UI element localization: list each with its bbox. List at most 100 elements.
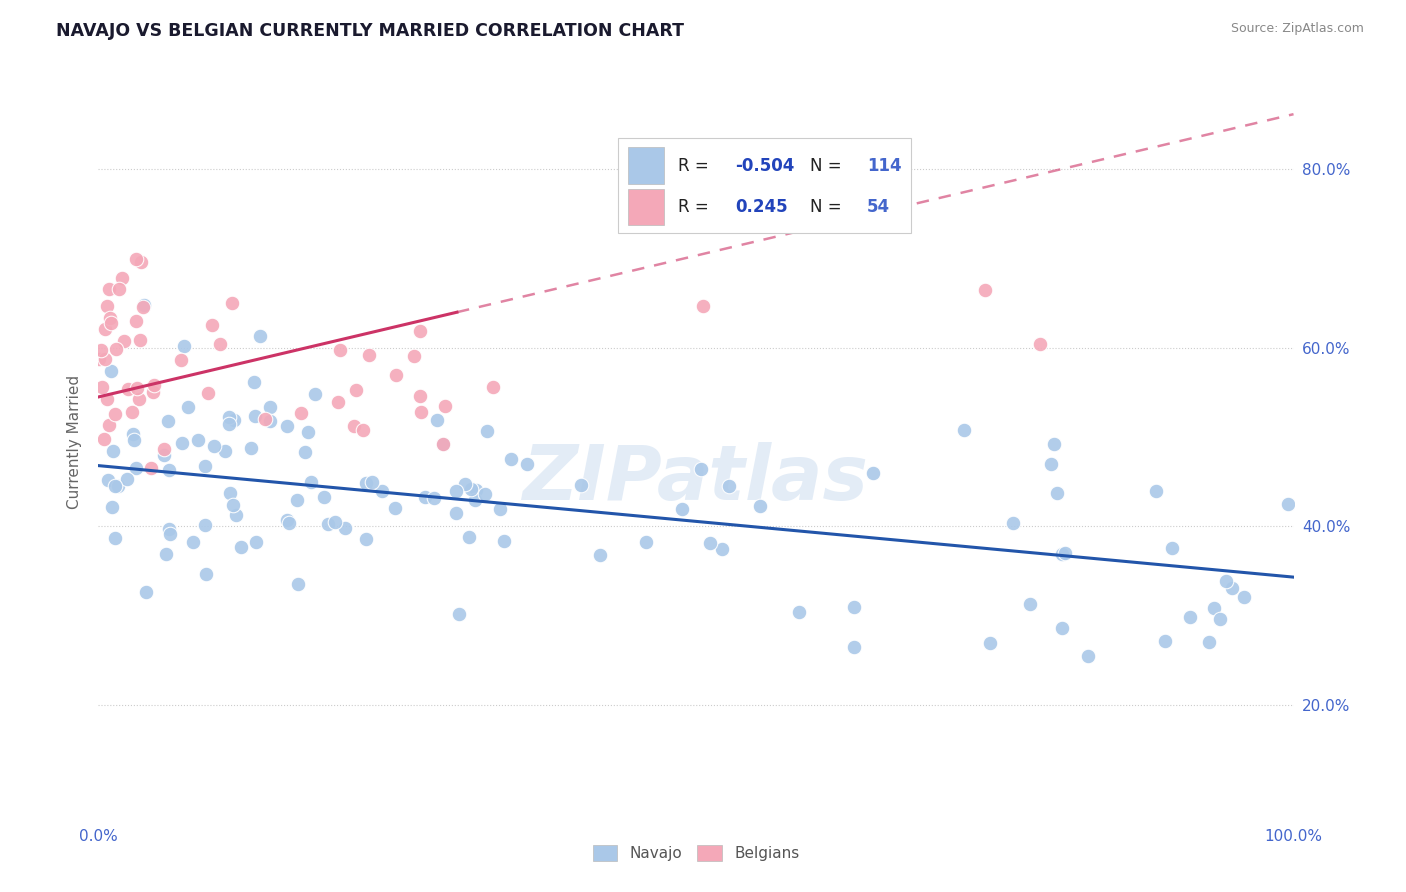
Point (1001, 516, 1024, 531)
Bar (628, 189, 664, 226)
Point (112, 334, 135, 348)
Point (139, 460, 162, 475)
Point (129, 255, 152, 269)
Text: NAVAJO VS BELGIAN CURRENTLY MARRIED CORRELATION CHART: NAVAJO VS BELGIAN CURRENTLY MARRIED CORR… (56, 22, 685, 40)
Point (1215, 574, 1237, 589)
Point (671, 501, 693, 516)
Point (98, 282, 121, 296)
Point (787, 605, 810, 619)
Point (359, 347, 381, 361)
Point (328, 395, 350, 409)
Point (304, 386, 326, 401)
Point (214, 444, 236, 458)
Point (516, 457, 538, 471)
Point (287, 577, 309, 591)
Point (107, 479, 129, 493)
Point (100, 316, 122, 330)
Point (409, 389, 432, 403)
Point (385, 368, 408, 382)
Point (354, 532, 377, 546)
Point (100, 364, 122, 378)
Point (692, 300, 714, 314)
Point (571, 478, 593, 492)
Point (181, 535, 204, 549)
Point (634, 534, 657, 549)
Point (411, 405, 433, 419)
Text: 114: 114 (868, 157, 901, 175)
Point (142, 384, 165, 399)
Point (464, 493, 486, 508)
Point (460, 482, 482, 496)
Point (107, 282, 129, 296)
Text: N =: N = (810, 157, 846, 175)
Point (434, 399, 457, 413)
Point (1144, 484, 1167, 499)
Point (94, 322, 117, 336)
Point (501, 452, 523, 467)
Text: -0.504: -0.504 (735, 157, 794, 175)
Point (432, 436, 454, 450)
Point (117, 382, 139, 396)
Point (93, 432, 115, 446)
Point (103, 407, 125, 421)
Point (100, 500, 122, 514)
Point (135, 585, 157, 599)
Point (104, 479, 127, 493)
Point (91, 380, 114, 394)
Point (1277, 497, 1299, 511)
Point (404, 349, 426, 363)
Point (432, 436, 454, 450)
Point (197, 386, 219, 401)
Y-axis label: Currently Married: Currently Married (67, 375, 83, 508)
Point (343, 418, 366, 433)
Point (1233, 590, 1256, 604)
Point (132, 301, 155, 315)
Text: R =: R = (678, 198, 720, 216)
Point (170, 352, 193, 367)
Point (356, 476, 378, 491)
Point (974, 283, 997, 297)
Point (1198, 635, 1220, 649)
Point (475, 424, 498, 438)
Point (239, 442, 262, 456)
Point (489, 502, 512, 516)
Text: Source: ZipAtlas.com: Source: ZipAtlas.com (1230, 22, 1364, 36)
Point (259, 414, 281, 428)
Point (1160, 541, 1182, 556)
Point (195, 567, 218, 582)
Point (371, 483, 394, 498)
Point (1077, 648, 1099, 663)
Point (128, 392, 150, 406)
Point (413, 490, 436, 504)
Point (221, 498, 243, 512)
Point (299, 475, 322, 489)
Point (453, 477, 475, 491)
Point (333, 521, 356, 535)
Point (97, 473, 120, 487)
Point (862, 467, 884, 481)
Point (458, 530, 481, 544)
Point (124, 434, 146, 448)
Point (689, 462, 711, 476)
Point (194, 459, 217, 474)
Point (129, 333, 152, 347)
Point (699, 536, 721, 550)
Bar (628, 147, 664, 184)
Point (173, 339, 195, 353)
Point (444, 507, 467, 521)
Point (297, 425, 319, 439)
Point (384, 500, 406, 515)
Point (711, 541, 734, 556)
Point (1042, 436, 1064, 450)
Point (1178, 610, 1201, 624)
Point (96, 299, 118, 313)
Point (177, 400, 200, 414)
Point (1040, 457, 1063, 471)
Point (125, 461, 148, 475)
Point (447, 607, 470, 621)
Point (361, 475, 384, 489)
Point (219, 486, 242, 500)
Point (218, 417, 240, 432)
Point (979, 636, 1001, 650)
Text: ZIPatlas: ZIPatlas (523, 442, 869, 516)
